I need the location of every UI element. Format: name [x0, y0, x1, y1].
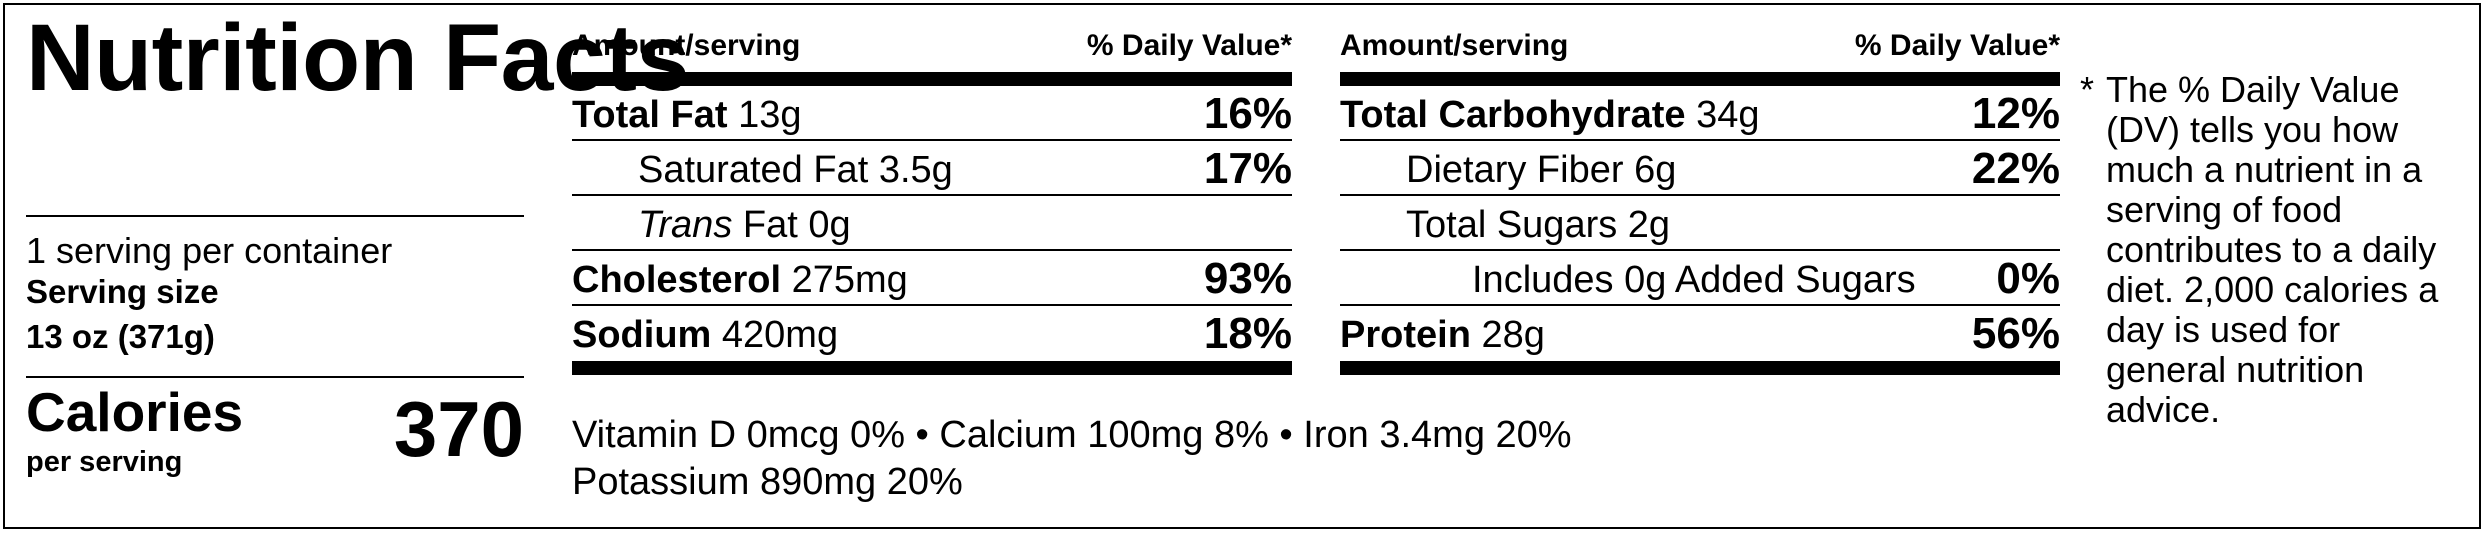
servings-per-container: 1 serving per container	[26, 230, 393, 271]
calories-per-serving: per serving	[26, 446, 183, 478]
daily-value-header: % Daily Value*	[1854, 29, 2060, 62]
nutrient-name: Dietary Fiber 6g	[1406, 149, 1677, 191]
nutrient-dv: 17%	[1203, 144, 1292, 193]
thick-rule	[572, 72, 1292, 86]
thick-rule	[1340, 361, 2060, 375]
nutrient-dv: 0%	[1996, 254, 2060, 303]
nutrient-row-protein: Protein 28g 56%	[1340, 306, 2060, 361]
nutrient-name: Total Sugars 2g	[1406, 204, 1671, 246]
nutrient-row-total-sugars: Total Sugars 2g	[1340, 196, 2060, 251]
amount-per-serving-header: Amount/serving	[1340, 29, 1569, 62]
table-header: Amount/serving % Daily Value*	[1340, 24, 2060, 68]
serving-size-label: Serving size	[26, 273, 219, 310]
divider	[26, 215, 524, 217]
nutrient-dv: 56%	[1971, 309, 2060, 358]
nutrient-dv: 93%	[1203, 254, 1292, 303]
nutrition-label	[3, 3, 2481, 529]
nutrient-name: Protein 28g	[1340, 314, 1545, 356]
nutrient-dv: 18%	[1203, 309, 1292, 358]
nutrient-row-dietary-fiber: Dietary Fiber 6g 22%	[1340, 141, 2060, 196]
daily-value-header: % Daily Value*	[1086, 29, 1292, 62]
serving-size-value: 13 oz (371g)	[26, 318, 215, 355]
nutrient-dv: 22%	[1971, 144, 2060, 193]
footnote-text: The % Daily Value (DV) tells you how muc…	[2106, 69, 2439, 430]
nutrient-name: Cholesterol 275mg	[572, 259, 908, 301]
nutrient-row-added-sugars: Includes 0g Added Sugars 0%	[1340, 251, 2060, 306]
amount-per-serving-header: Amount/serving	[572, 29, 801, 62]
nutrient-name: Includes 0g Added Sugars	[1472, 259, 1916, 301]
nutrient-row-saturated-fat: Saturated Fat 3.5g 17%	[572, 141, 1292, 196]
nutrient-dv: 16%	[1203, 89, 1292, 138]
vitamins-line: Vitamin D 0mcg 0% • Calcium 100mg 8% • I…	[572, 414, 1572, 456]
footnote-asterisk: *	[2080, 69, 2095, 110]
nutrient-table-right: Amount/serving % Daily Value* Total Carb…	[1340, 24, 2060, 375]
table-header: Amount/serving % Daily Value*	[572, 24, 1292, 68]
thick-rule	[572, 361, 1292, 375]
nutrient-row-sodium: Sodium 420mg 18%	[572, 306, 1292, 361]
nutrient-row-trans-fat: Trans Fat 0g	[572, 196, 1292, 251]
nutrient-name: Total Fat 13g	[572, 94, 802, 136]
calories-value: 370	[393, 385, 524, 473]
nutrient-table-left: Amount/serving % Daily Value* Total Fat …	[572, 24, 1292, 375]
nutrient-name: Trans Fat 0g	[638, 204, 851, 246]
vitamins-line: Potassium 890mg 20%	[572, 461, 963, 503]
thick-rule	[1340, 72, 2060, 86]
nutrient-dv: 12%	[1971, 89, 2060, 138]
calories-label: Calories	[26, 381, 244, 443]
nutrient-name: Sodium 420mg	[572, 314, 839, 356]
vitamins-minerals: Vitamin D 0mcg 0% • Calcium 100mg 8% • I…	[572, 412, 1572, 506]
divider	[26, 376, 524, 378]
nutrient-row-total-carbohydrate: Total Carbohydrate 34g 12%	[1340, 86, 2060, 141]
nutrient-name: Total Carbohydrate 34g	[1340, 94, 1760, 136]
label-title: Nutrition Facts	[26, 5, 689, 111]
nutrient-name: Saturated Fat 3.5g	[638, 149, 953, 191]
nutrient-row-total-fat: Total Fat 13g 16%	[572, 86, 1292, 141]
nutrient-row-cholesterol: Cholesterol 275mg 93%	[572, 251, 1292, 306]
